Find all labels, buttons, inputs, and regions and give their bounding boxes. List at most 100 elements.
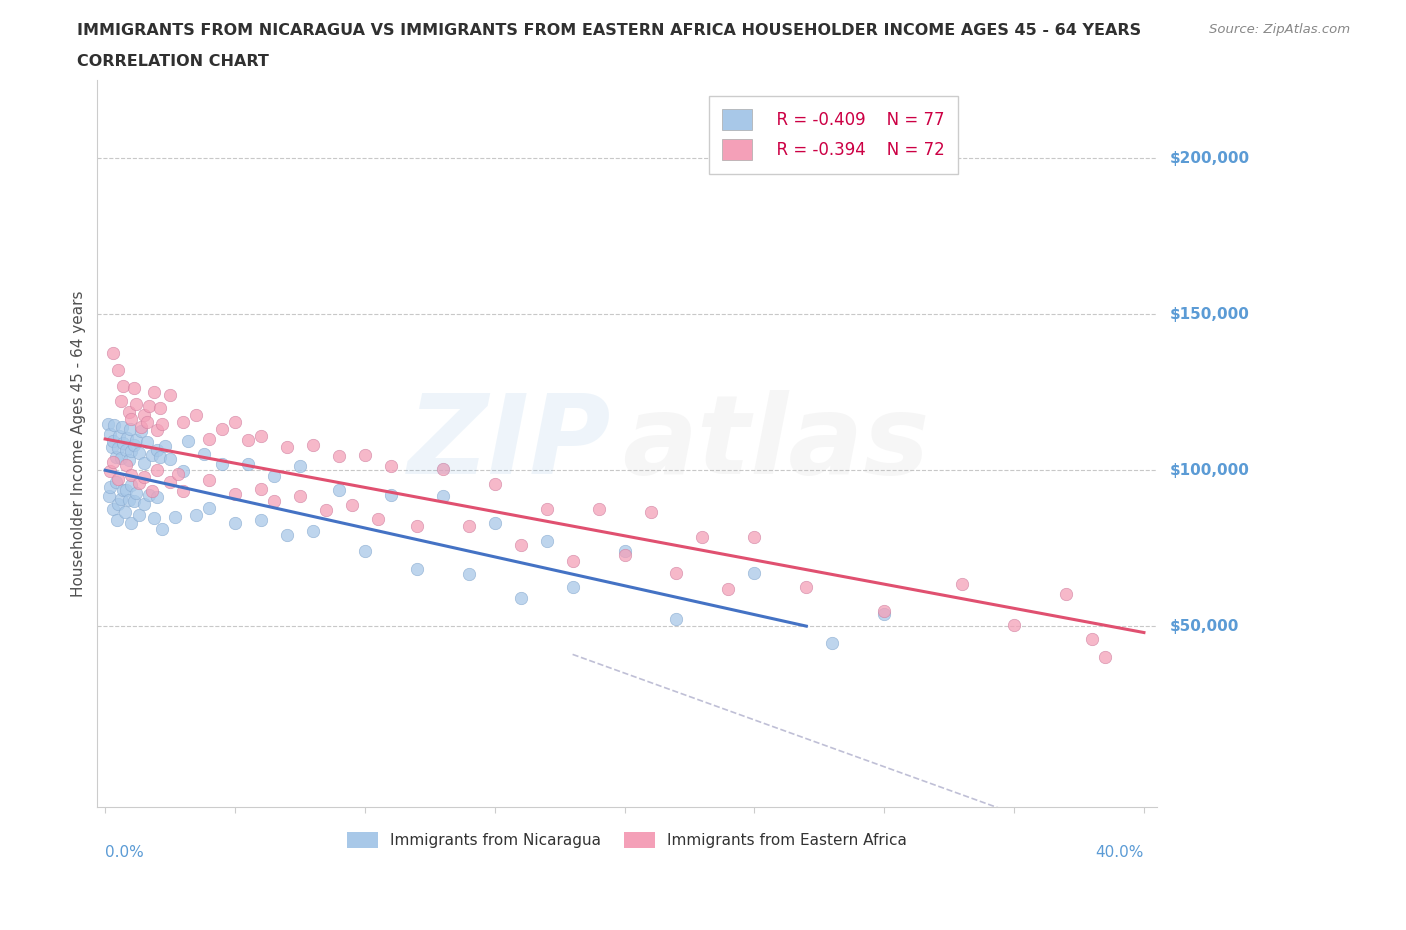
Point [122, 438, 145, 453]
Point [198, 501, 221, 516]
Point [1081, 631, 1104, 646]
Point [138, 399, 160, 414]
Point [122, 380, 145, 395]
Point [821, 636, 844, 651]
Point [211, 457, 233, 472]
Text: $50,000: $50,000 [1170, 618, 1239, 633]
Point [143, 511, 166, 525]
Point [146, 422, 169, 437]
Point [112, 379, 135, 393]
Point [302, 524, 325, 538]
Point [159, 452, 181, 467]
Point [288, 458, 311, 473]
Point [380, 458, 402, 473]
Point [115, 483, 138, 498]
Point [340, 498, 363, 512]
Point [613, 544, 636, 559]
Point [692, 530, 714, 545]
Point [125, 432, 148, 447]
Point [103, 418, 125, 432]
Text: ZIP: ZIP [408, 391, 612, 498]
Point [153, 438, 176, 453]
Point [117, 452, 139, 467]
Point [125, 485, 148, 500]
Point [484, 516, 506, 531]
Point [263, 493, 285, 508]
Point [128, 475, 150, 490]
Point [380, 487, 402, 502]
Point [613, 547, 636, 562]
Point [198, 432, 221, 446]
Point [118, 421, 141, 436]
Point [250, 429, 273, 444]
Point [101, 433, 124, 448]
Point [131, 424, 153, 439]
Point [172, 483, 194, 498]
Point [101, 502, 124, 517]
Point [302, 438, 325, 453]
Point [405, 519, 427, 534]
Point [138, 488, 160, 503]
Point [128, 508, 150, 523]
Point [276, 527, 298, 542]
Point [132, 497, 155, 512]
Point [432, 489, 454, 504]
Point [110, 491, 132, 506]
Point [198, 472, 221, 487]
Point [744, 530, 766, 545]
Point [122, 494, 145, 509]
Point [873, 604, 896, 618]
Point [561, 579, 583, 594]
Point [112, 483, 135, 498]
Point [184, 508, 207, 523]
Point [184, 407, 207, 422]
Point [250, 512, 273, 527]
Text: IMMIGRANTS FROM NICARAGUA VS IMMIGRANTS FROM EASTERN AFRICA HOUSEHOLDER INCOME A: IMMIGRANTS FROM NICARAGUA VS IMMIGRANTS … [77, 23, 1142, 38]
Point [115, 443, 138, 458]
Point [132, 470, 155, 485]
Point [794, 579, 817, 594]
Point [120, 468, 142, 483]
Point [224, 486, 246, 501]
Point [110, 450, 132, 465]
Point [104, 449, 127, 464]
Point [509, 591, 531, 605]
Point [236, 457, 259, 472]
Text: CORRELATION CHART: CORRELATION CHART [77, 54, 269, 69]
Point [1094, 649, 1116, 664]
Point [143, 384, 166, 399]
Point [101, 346, 124, 361]
Point [120, 515, 142, 530]
Y-axis label: Householder Income Ages 45 - 64 years: Householder Income Ages 45 - 64 years [72, 290, 86, 597]
Point [100, 439, 122, 454]
Point [432, 461, 454, 476]
Point [131, 419, 153, 434]
Point [509, 538, 531, 552]
Point [193, 446, 215, 461]
Point [98, 427, 121, 442]
Point [457, 519, 479, 534]
Point [276, 439, 298, 454]
Point [288, 488, 311, 503]
Point [107, 441, 129, 456]
Point [717, 581, 740, 596]
Point [166, 467, 188, 482]
Point [101, 455, 124, 470]
Point [236, 432, 259, 447]
Point [120, 411, 142, 426]
Point [665, 565, 688, 580]
Point [224, 415, 246, 430]
Point [250, 482, 273, 497]
Legend: Immigrants from Nicaragua, Immigrants from Eastern Africa: Immigrants from Nicaragua, Immigrants fr… [342, 826, 912, 855]
Point [328, 482, 350, 497]
Point [315, 502, 337, 517]
Point [328, 449, 350, 464]
Point [98, 464, 121, 479]
Point [146, 463, 169, 478]
Text: $200,000: $200,000 [1170, 151, 1250, 166]
Point [107, 362, 129, 377]
Point [263, 468, 285, 483]
Point [224, 516, 246, 531]
Point [873, 606, 896, 621]
Point [172, 415, 194, 430]
